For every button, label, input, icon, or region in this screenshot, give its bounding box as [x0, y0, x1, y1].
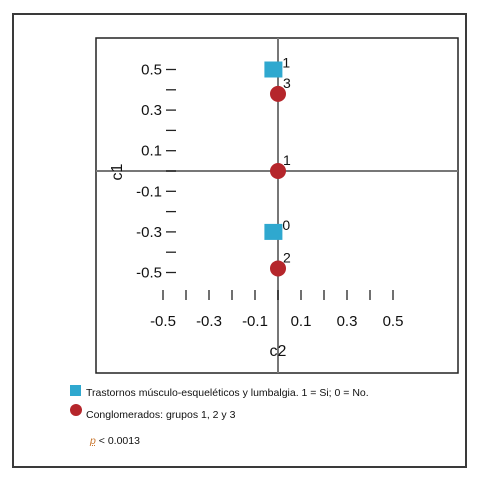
circle-point-label: 3	[283, 75, 291, 91]
p-value-note: p < 0.0013	[90, 435, 140, 447]
circle-point-label: 1	[283, 152, 291, 168]
legend-item-1: Trastornos músculo-esqueléticos y lumbal…	[86, 387, 369, 399]
circle-point	[270, 85, 286, 102]
circle-point	[270, 260, 286, 277]
y-tick-label: 0.5	[141, 62, 162, 79]
y-tick-label: -0.5	[136, 265, 162, 282]
y-tick-label: 0.1	[141, 143, 162, 160]
legend-item-2: Conglomerados: grupos 1, 2 y 3	[86, 409, 236, 421]
circle-point	[270, 163, 286, 179]
x-tick-label: -0.5	[150, 313, 176, 330]
x-tick-label: -0.3	[196, 313, 222, 330]
x-tick-label: 0.1	[291, 313, 312, 330]
square-point	[264, 61, 283, 78]
x-tick-label: 0.5	[383, 313, 404, 330]
square-point-label: 0	[282, 217, 290, 233]
legend-square-marker	[70, 385, 81, 396]
y-tick-label: -0.3	[136, 224, 162, 241]
y-tick-label: 0.3	[141, 102, 162, 119]
square-point-label: 1	[282, 55, 290, 71]
p-symbol: p	[90, 435, 96, 447]
y-axis-title: c1	[109, 163, 126, 180]
x-axis-title: c2	[270, 343, 287, 360]
figure-frame	[12, 13, 467, 468]
p-value: < 0.0013	[98, 435, 140, 447]
y-tick-label: -0.1	[136, 183, 162, 200]
circle-point-label: 2	[283, 249, 291, 265]
x-tick-label: 0.3	[337, 313, 358, 330]
x-tick-label: -0.1	[242, 313, 268, 330]
square-point	[264, 223, 283, 240]
legend-circle-marker	[70, 404, 82, 416]
